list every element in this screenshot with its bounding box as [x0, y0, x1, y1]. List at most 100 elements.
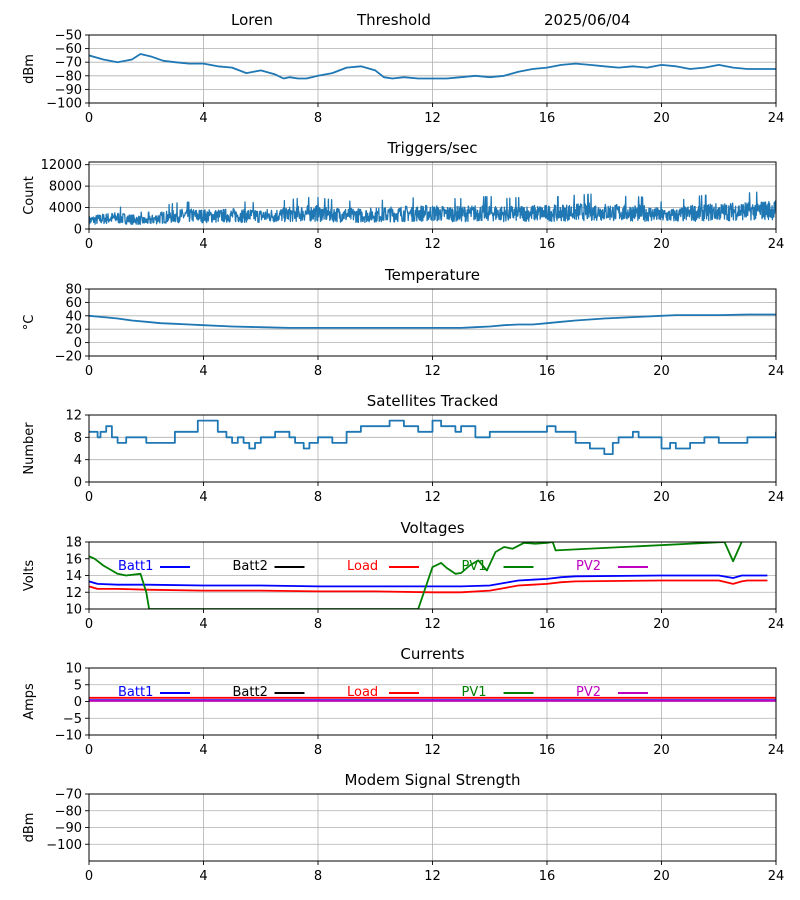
x-tick-label: 12 [424, 490, 441, 505]
x-tick-label: 4 [199, 869, 207, 884]
chart-title: Triggers/sec [387, 139, 478, 157]
series-group [89, 696, 776, 702]
x-tick-label: 4 [199, 364, 207, 379]
y-tick-label: 14 [65, 569, 82, 584]
x-tick-label: 8 [314, 490, 322, 505]
series-group [89, 542, 768, 609]
chart-panel-4: 0 4 8 12 16 20 24 0 4 8 12 Number Satellites Tracked [22, 392, 784, 505]
y-tick-label: −10 [55, 729, 82, 744]
y-tick-label: 20 [65, 323, 82, 338]
x-tick-label: 20 [653, 743, 670, 758]
legend-label-pv2: PV2 [576, 685, 601, 700]
station-name: Loren [231, 11, 273, 29]
y-tick-label: 12 [65, 586, 82, 601]
x-tick-label: 24 [768, 237, 785, 252]
chart-panel-7: 0 4 8 12 16 20 24 −100 −90 −80−70 dBm Modem Signal … [22, 771, 784, 884]
x-tick-label: 20 [653, 111, 670, 126]
y-tick-label: 0 [74, 223, 82, 238]
y-tick-label: 16 [65, 552, 82, 567]
series-group [89, 313, 776, 329]
y-tick-label: 0 [74, 695, 82, 710]
y-tick-label: 8 [74, 431, 82, 446]
legend-label-pv1: PV1 [462, 685, 487, 700]
series-line-load [89, 579, 768, 594]
series-line-pv1 [89, 542, 743, 609]
series-line-data [89, 313, 776, 329]
series-group [89, 419, 776, 456]
y-axis-label: Amps [22, 683, 37, 720]
y-tick-label: 40 [65, 309, 82, 324]
x-tick-label: 8 [314, 617, 322, 632]
y-tick-label: 0 [74, 476, 82, 491]
y-tick-label: 12000 [41, 158, 82, 173]
x-tick-label: 4 [199, 237, 207, 252]
x-tick-label: 16 [539, 490, 556, 505]
x-tick-label: 20 [653, 617, 670, 632]
x-tick-label: 24 [768, 364, 785, 379]
x-tick-label: 24 [768, 743, 785, 758]
y-tick-label: −90 [55, 821, 82, 836]
y-tick-label: 10 [65, 662, 82, 677]
x-tick-label: 8 [314, 364, 322, 379]
series-line-data [89, 191, 776, 226]
x-tick-label: 8 [314, 869, 322, 884]
legend-label-load: Load [347, 559, 378, 574]
x-tick-label: 12 [424, 111, 441, 126]
x-tick-label: 4 [199, 111, 207, 126]
series-line-data [89, 53, 776, 80]
legend-label-batt2: Batt2 [233, 559, 268, 574]
y-tick-label: −70 [55, 788, 82, 803]
x-tick-label: 24 [768, 490, 785, 505]
x-tick-label: 20 [653, 869, 670, 884]
y-tick-label: 5 [74, 678, 82, 693]
y-tick-label: 12 [65, 409, 82, 424]
x-tick-label: 16 [539, 111, 556, 126]
x-tick-label: 16 [539, 743, 556, 758]
y-axis-label: °C [22, 315, 37, 331]
x-tick-label: 24 [768, 617, 785, 632]
x-tick-label: 12 [424, 869, 441, 884]
y-tick-label: −60 [55, 42, 82, 57]
x-tick-label: 0 [85, 617, 93, 632]
chart-title: Voltages [400, 519, 464, 537]
chart-panel-2: 0 4 8 12 16 20 24 0 4000 8000 12000 Count Triggers/s… [22, 139, 784, 252]
y-tick-label: 8000 [49, 180, 82, 195]
y-tick-label: −20 [55, 350, 82, 365]
legend-label-batt2: Batt2 [233, 685, 268, 700]
x-tick-label: 8 [314, 237, 322, 252]
x-tick-label: 8 [314, 111, 322, 126]
x-tick-label: 20 [653, 364, 670, 379]
chart-title: Currents [400, 645, 464, 663]
y-tick-label: 10 [65, 603, 82, 618]
chart-title: Modem Signal Strength [345, 771, 521, 789]
y-tick-label: −80 [55, 69, 82, 84]
x-tick-label: 24 [768, 111, 785, 126]
mode-label: Threshold [357, 11, 431, 29]
x-tick-label: 20 [653, 237, 670, 252]
series-line-data [89, 419, 776, 456]
y-tick-label: 4 [74, 453, 82, 468]
y-axis-label: dBm [22, 54, 37, 84]
series-group [89, 191, 776, 226]
y-tick-label: 0 [74, 336, 82, 351]
y-tick-label: 4000 [49, 201, 82, 216]
y-tick-label: −80 [55, 804, 82, 819]
x-tick-label: 16 [539, 617, 556, 632]
legend-label-batt1: Batt1 [118, 559, 153, 574]
legend-label-load: Load [347, 685, 378, 700]
x-tick-label: 12 [424, 743, 441, 758]
y-axis-label: Number [22, 422, 37, 475]
x-tick-label: 24 [768, 869, 785, 884]
series-line-batt1 [89, 574, 768, 588]
chart-panel-6: 0 4 8 12 16 20 24 −10 −5 0 510 Amps Currents Batt1 Bat… [22, 645, 784, 758]
y-axis-label: Count [22, 176, 37, 215]
y-axis-label: Volts [22, 560, 37, 592]
legend-label-pv1: PV1 [462, 559, 487, 574]
x-tick-label: 0 [85, 743, 93, 758]
x-tick-label: 4 [199, 490, 207, 505]
x-tick-label: 16 [539, 237, 556, 252]
x-tick-label: 0 [85, 364, 93, 379]
